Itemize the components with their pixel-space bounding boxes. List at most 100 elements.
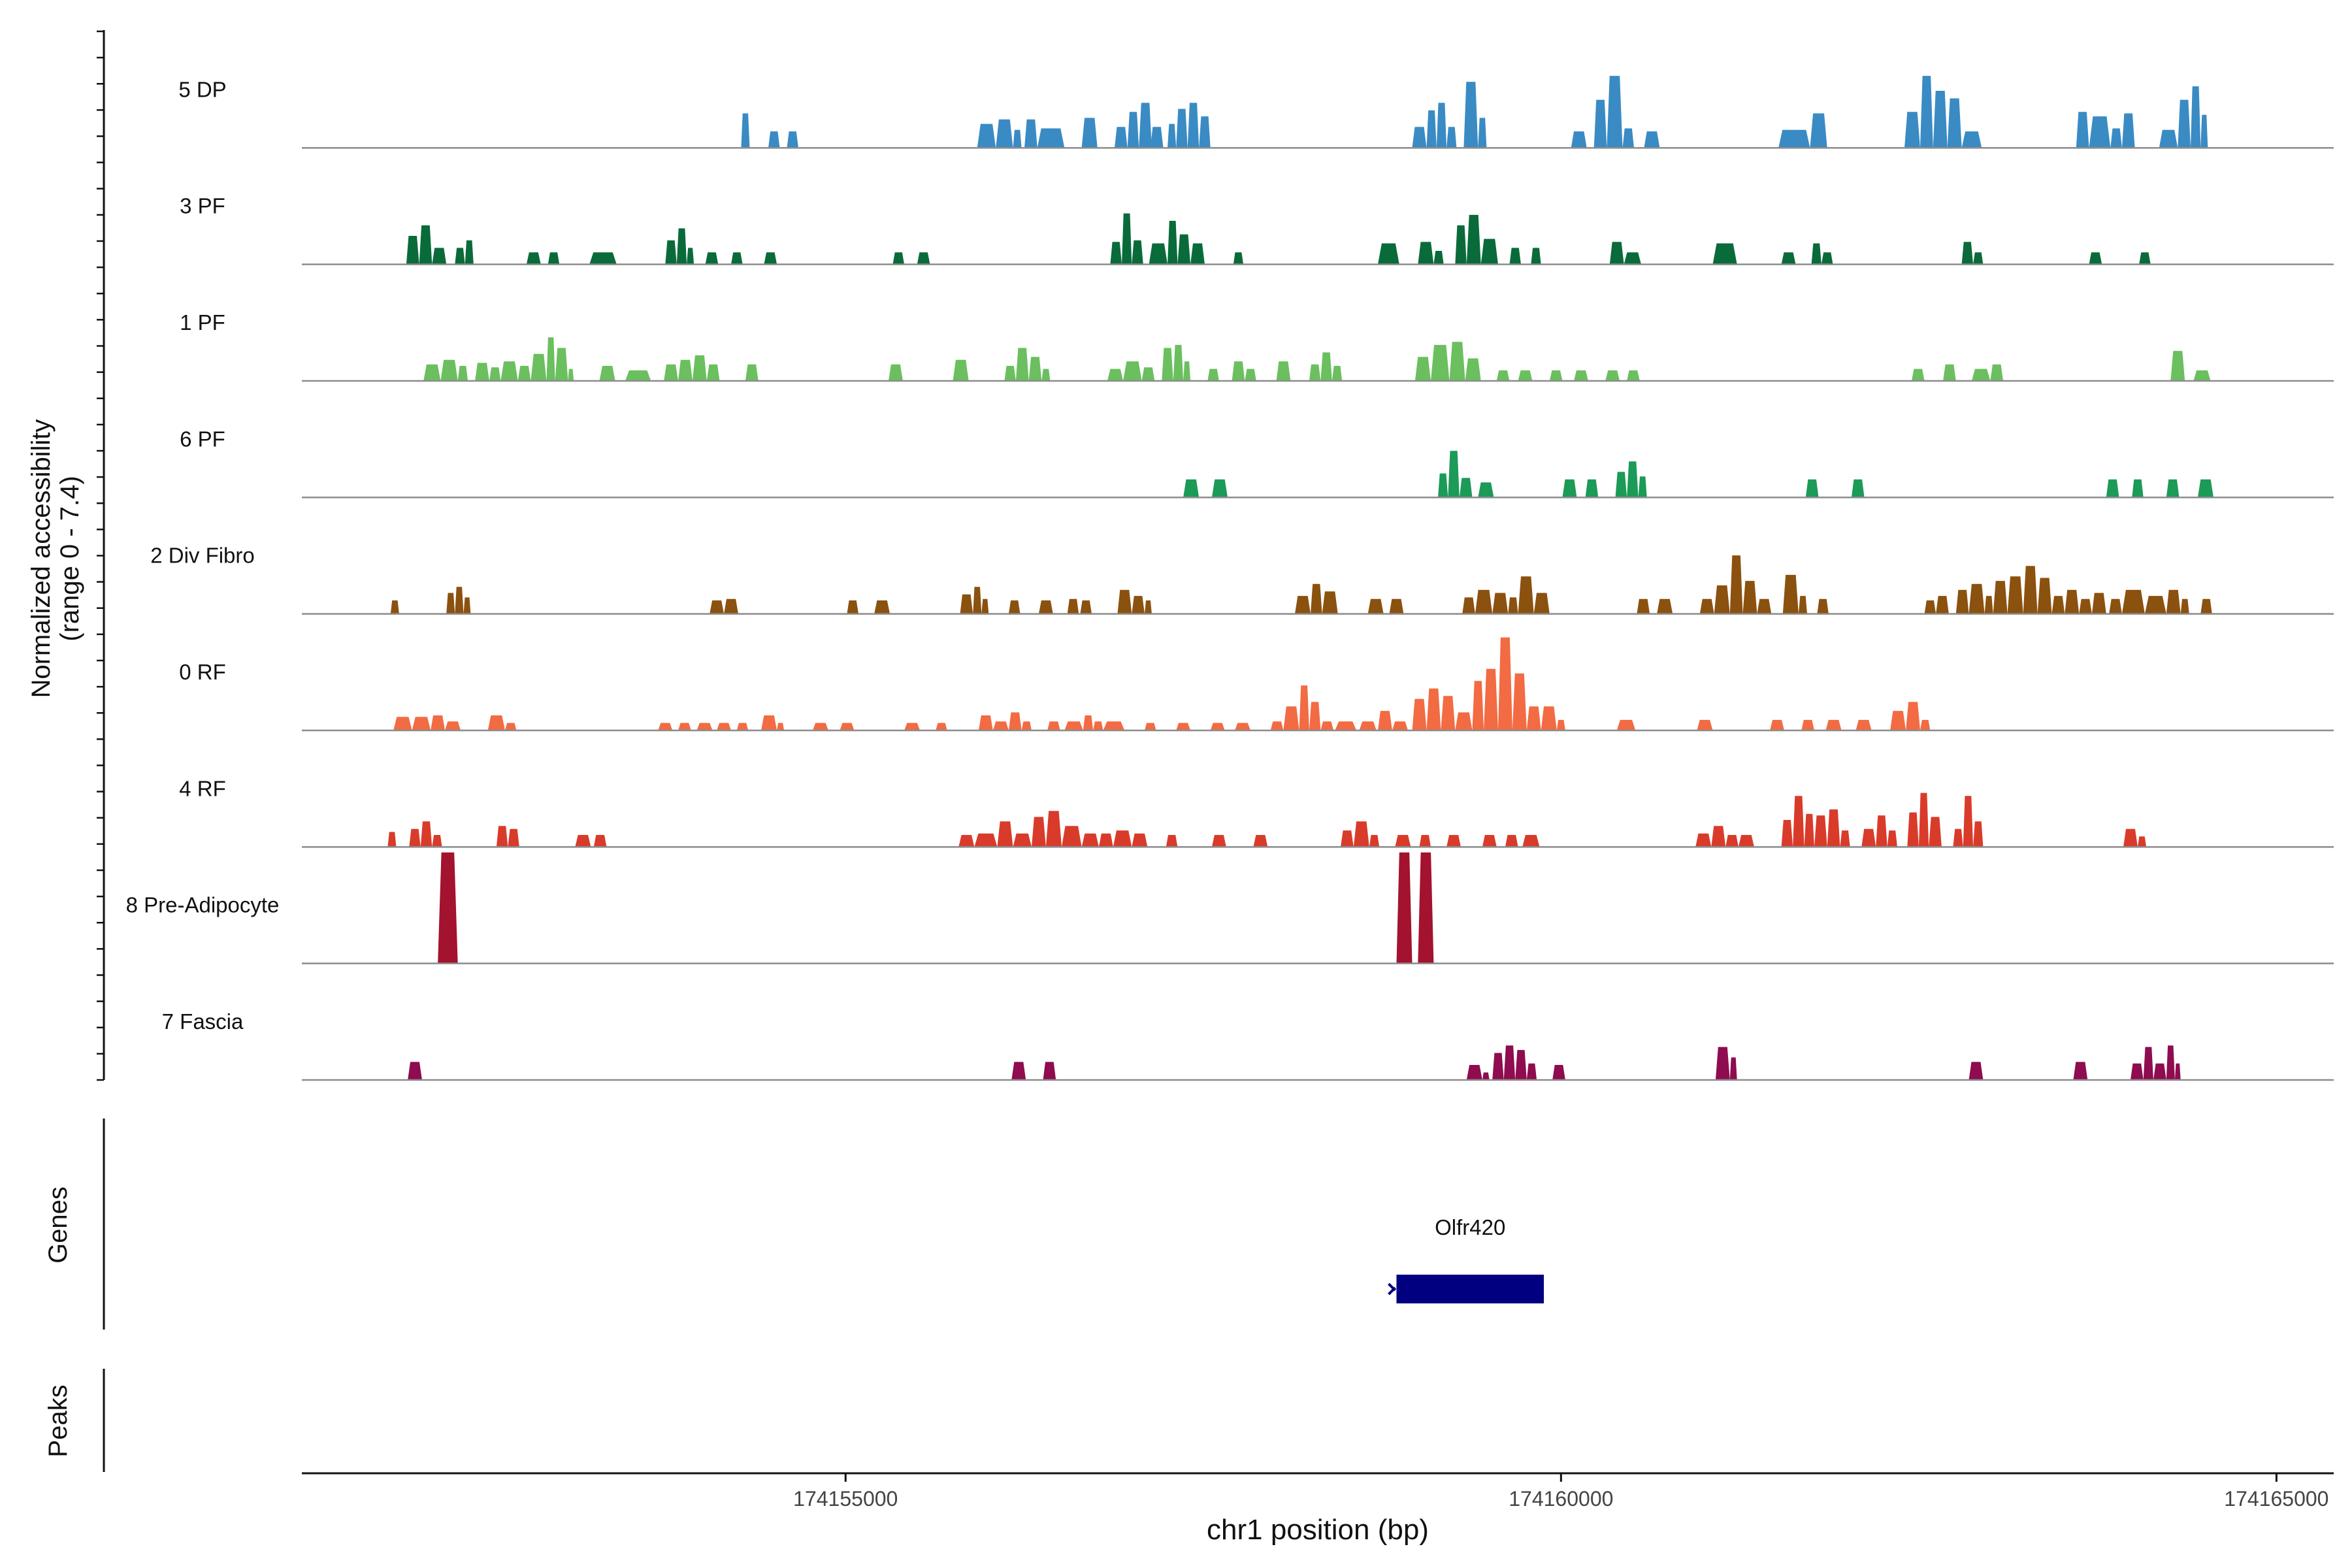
coverage-peak (2121, 113, 2135, 148)
coverage-peak (1811, 243, 1821, 265)
coverage-peak (1232, 361, 1245, 381)
coverage-peak (1526, 706, 1541, 730)
coverage-peak (1522, 835, 1540, 847)
x-tick-label: 174155000 (793, 1487, 898, 1511)
coverage-peak (1465, 358, 1481, 381)
coverage-peak (1115, 127, 1128, 148)
coverage-peak (575, 835, 591, 847)
coverage-peak (1183, 479, 1200, 498)
coverage-peak (589, 252, 617, 265)
coverage-peak (1436, 103, 1447, 148)
coverage-peak (1984, 596, 1993, 614)
coverage-peak (1851, 479, 1865, 498)
coverage-peak (1804, 813, 1814, 847)
coverage-peak (1463, 82, 1478, 148)
coverage-peak (777, 723, 785, 730)
coverage-peak (1176, 723, 1191, 730)
coverage-peak (1712, 243, 1737, 265)
coverage-peak (1013, 129, 1022, 148)
coverage-peak (687, 248, 694, 265)
coverage-peak (409, 828, 421, 847)
coverage-peak (706, 364, 720, 381)
coverage-peak (1855, 719, 1872, 730)
coverage-peak (500, 361, 518, 381)
coverage-peak (1369, 835, 1380, 847)
coverage-peak (1211, 835, 1226, 847)
coverage-peak (432, 835, 442, 847)
coverage-peak (1190, 243, 1205, 265)
coverage-peak (1123, 361, 1142, 381)
coverage-peak (2076, 112, 2089, 148)
coverage-peak (1911, 368, 1925, 381)
coverage-peak (710, 600, 725, 614)
coverage-peak (1132, 833, 1148, 847)
coverage-tracks: 5 DP 3 PF 1 PF 6 PF 2 Div Fibro 0 RF 4 RF 8 Pre… (126, 76, 2334, 1081)
coverage-peak (1008, 712, 1022, 730)
coverage-peak (1697, 719, 1713, 730)
coverage-peak (438, 852, 458, 964)
coverage-peak (496, 826, 508, 847)
coverage-peak (953, 359, 969, 381)
coverage-peak (1492, 593, 1509, 614)
coverage-peak (2197, 479, 2213, 498)
coverage-peak (1043, 1062, 1056, 1080)
coverage-peak (812, 723, 828, 730)
coverage-peak (2139, 252, 2151, 265)
coverage-peak (1541, 706, 1557, 730)
coverage-peak (2138, 836, 2147, 847)
track-1-pf: 1 PF (180, 310, 2334, 382)
coverage-peak (1459, 478, 1473, 498)
coverage-peak (1920, 76, 1933, 148)
coverage-peak (1729, 555, 1743, 614)
coverage-peak (420, 821, 433, 847)
coverage-peak (393, 717, 412, 730)
coverage-peak (696, 723, 713, 730)
coverage-peak (475, 363, 489, 381)
coverage-peak (977, 123, 996, 148)
coverage-peak (1177, 234, 1191, 265)
coverage-peak (1235, 723, 1251, 730)
coverage-peak (1638, 476, 1647, 498)
coverage-peak (1110, 242, 1122, 265)
coverage-peak (1311, 583, 1322, 614)
coverage-peak (1283, 706, 1299, 730)
coverage-peak (1041, 368, 1051, 381)
coverage-peak (1299, 685, 1309, 730)
coverage-peak (406, 236, 419, 265)
coverage-peak (1309, 364, 1321, 381)
coverage-peak (508, 828, 519, 847)
coverage-peak (423, 364, 441, 381)
coverage-peak (1127, 112, 1139, 148)
track-label-6-pf: 6 PF (180, 427, 225, 451)
coverage-peak (1778, 129, 1810, 148)
coverage-peak (455, 587, 464, 614)
coverage-peak (387, 832, 397, 847)
coverage-peak (2166, 589, 2181, 614)
coverage-peak (1715, 1047, 1730, 1080)
coverage-peak (1781, 820, 1793, 847)
track-label-5-dp: 5 DP (178, 77, 226, 101)
x-tick-label: 174160000 (1509, 1487, 1613, 1511)
coverage-peak (1162, 348, 1173, 381)
coverage-peak (2089, 252, 2102, 265)
coverage-peak (1011, 1062, 1026, 1080)
coverage-peak (1725, 835, 1739, 847)
coverage-peak (1309, 702, 1321, 730)
coverage-peak (2131, 1063, 2144, 1080)
coverage-peak (1412, 127, 1427, 148)
coverage-peak (2109, 598, 2122, 614)
coverage-peak (2073, 1062, 2088, 1080)
coverage-peak (1801, 719, 1814, 730)
coverage-peak (1963, 796, 1974, 847)
coverage-peak (847, 600, 858, 614)
coverage-peak (1211, 479, 1228, 498)
coverage-peak (1973, 252, 1984, 265)
coverage-peak (2051, 596, 2065, 614)
coverage-peak (531, 353, 547, 381)
coverage-peak (2200, 598, 2212, 614)
coverage-peak (2037, 578, 2052, 614)
coverage-peak (874, 600, 890, 614)
coverage-peak (1943, 364, 1956, 381)
coverage-peak (1418, 852, 1434, 964)
coverage-peak (2065, 589, 2080, 614)
